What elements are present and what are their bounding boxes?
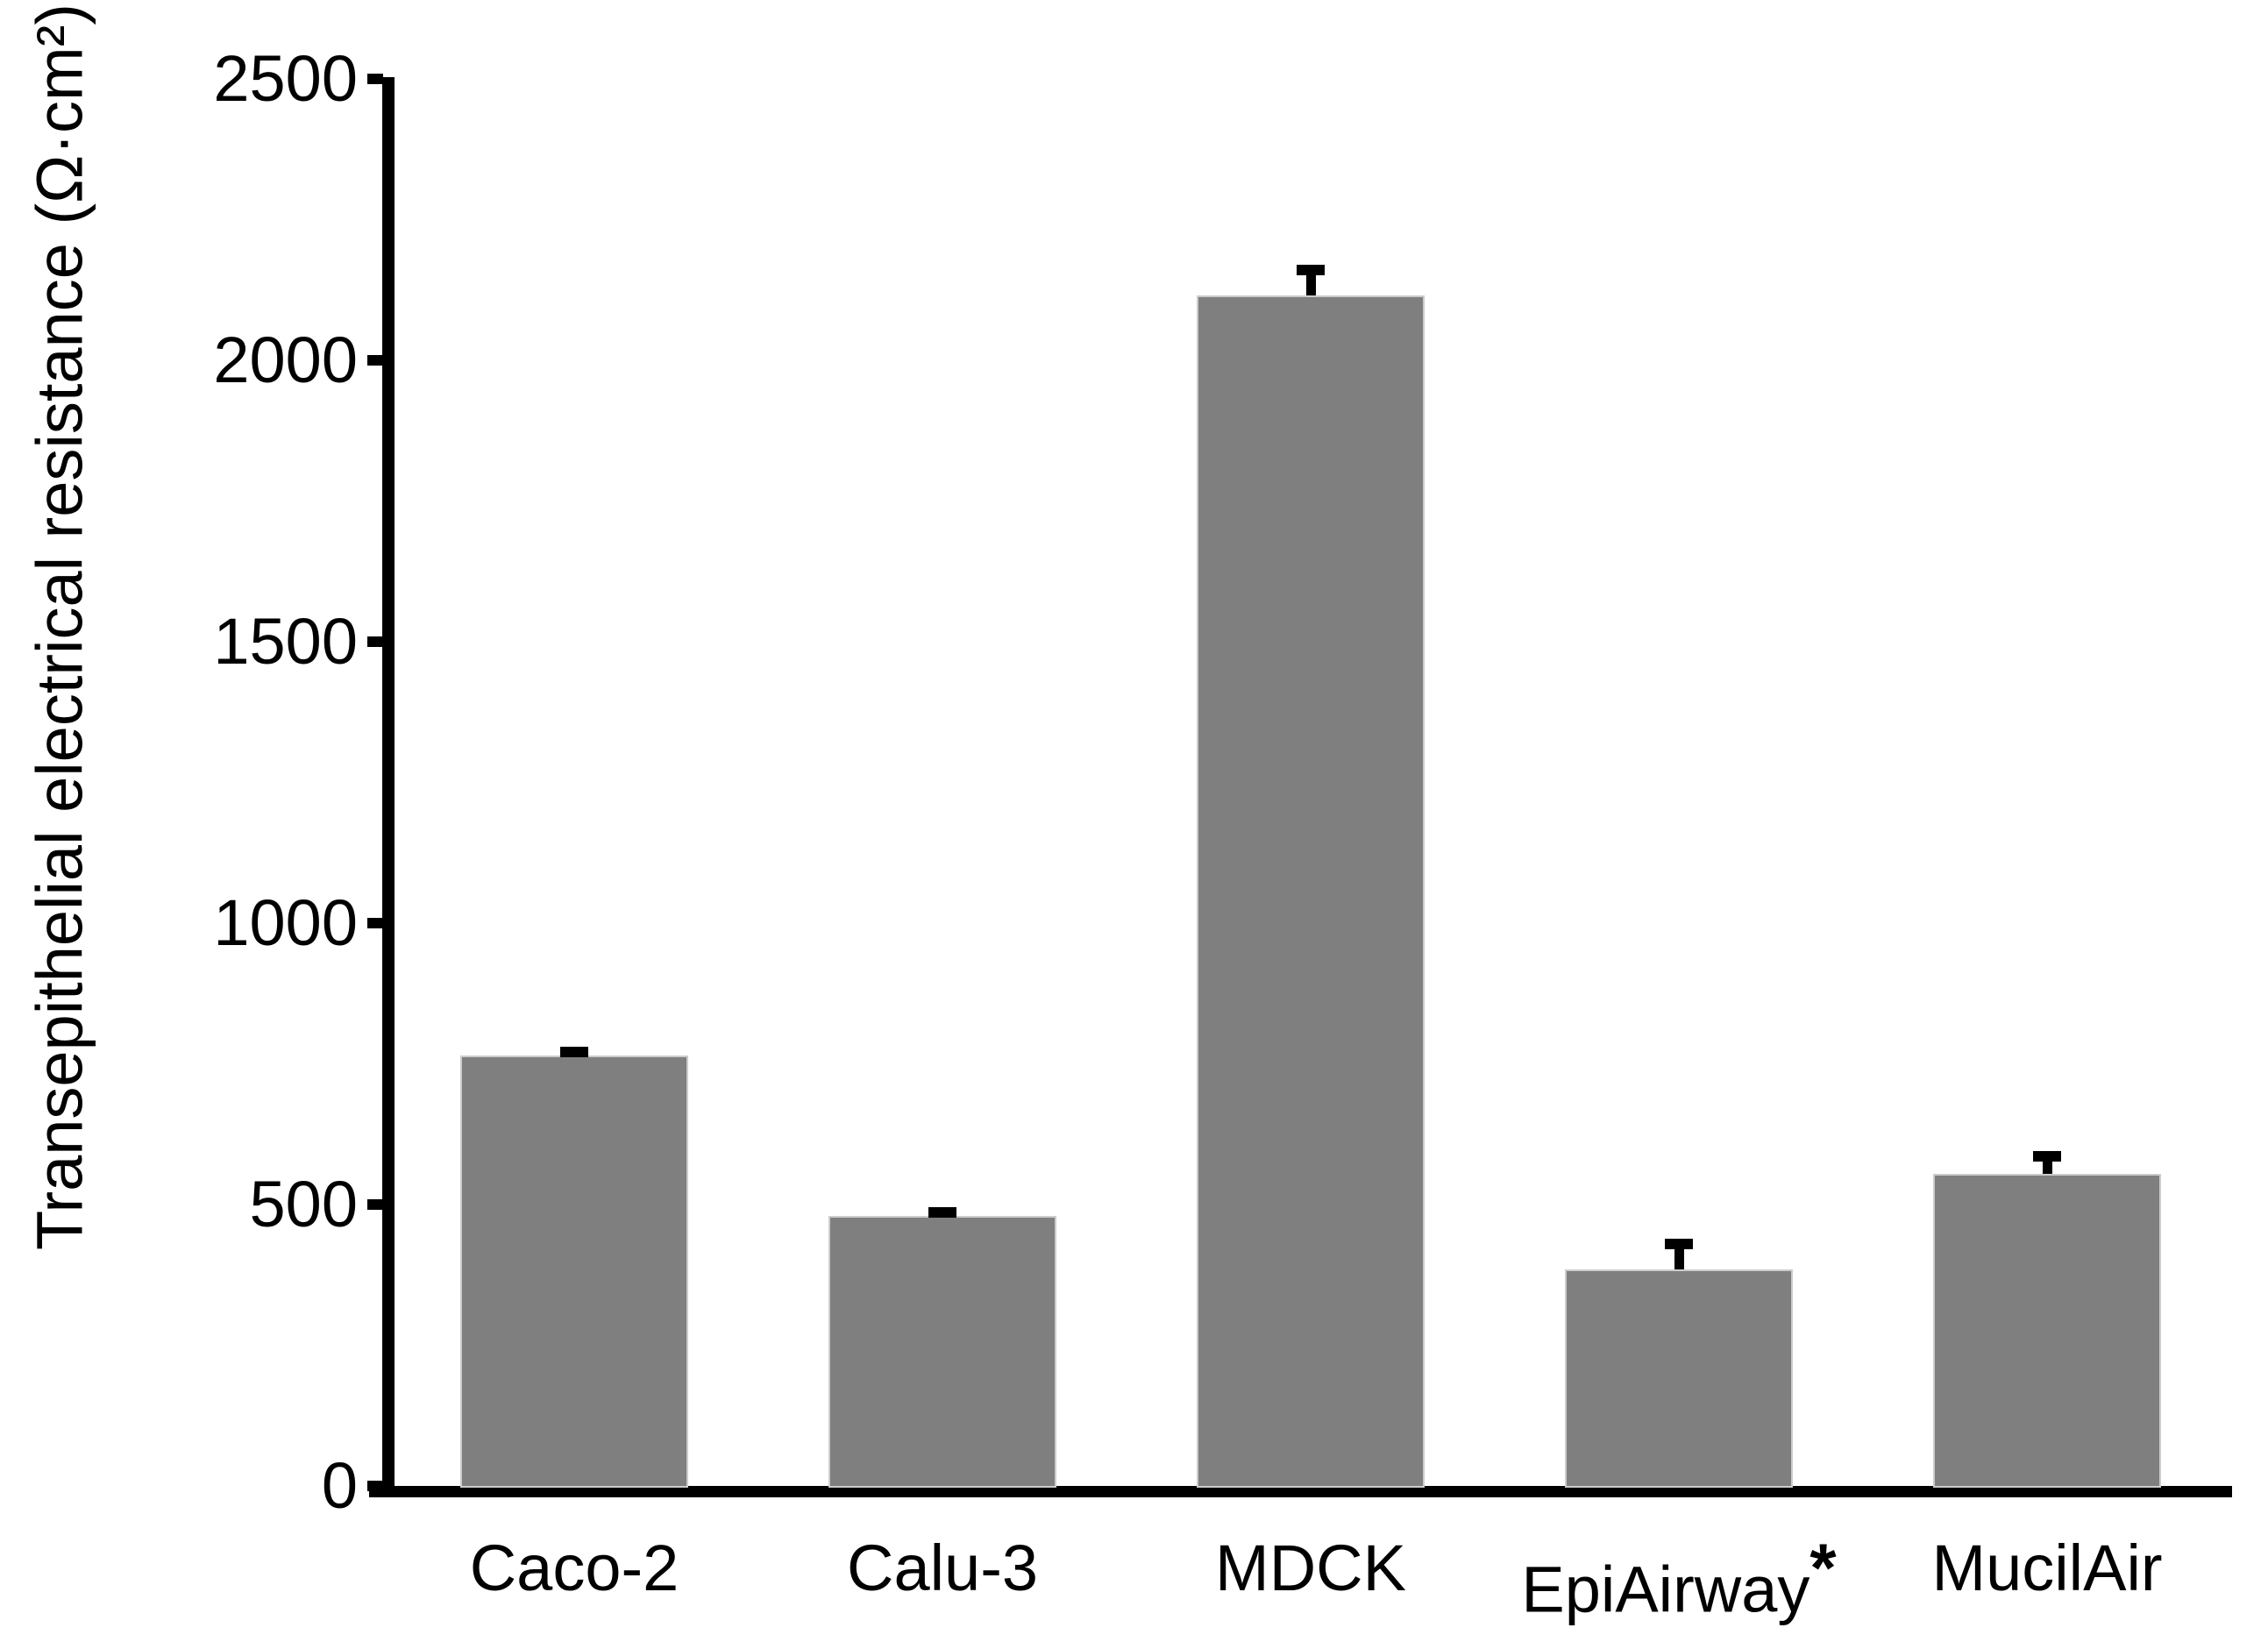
x-axis-label-epiairway: EpiAirway*	[1416, 1529, 1942, 1625]
error-bar-whisker-epiairway	[1674, 1249, 1684, 1269]
x-axis-label-text: Caco-2	[469, 1532, 679, 1604]
y-tick-label: 2500	[213, 42, 358, 115]
error-bar-whisker-mdck	[1306, 275, 1316, 295]
bar-caco-2	[460, 1056, 688, 1488]
error-bar-cap-calu-3	[928, 1207, 956, 1218]
x-axis-label-mucilair: MucilAir	[1784, 1529, 2268, 1608]
y-axis-title: Transepithelial electrical resistance (Ω…	[23, 4, 96, 1250]
error-bar-cap-mdck	[1297, 265, 1325, 275]
x-axis-label-text: Calu-3	[847, 1532, 1038, 1604]
x-axis-label-caco-2: Caco-2	[311, 1529, 837, 1608]
x-axis-label-text: EpiAirway	[1521, 1553, 1810, 1626]
bar-epiairway	[1565, 1269, 1793, 1488]
bar-mucilair	[1933, 1174, 2161, 1488]
x-axis-line	[369, 1486, 2232, 1497]
y-tick-mark	[367, 74, 383, 84]
x-axis-label-calu-3: Calu-3	[679, 1529, 1205, 1608]
y-tick-label: 500	[249, 1168, 358, 1240]
y-tick-label: 1000	[213, 886, 358, 959]
y-tick-mark	[367, 918, 383, 928]
y-tick-mark	[367, 636, 383, 647]
x-axis-label-text: MDCK	[1215, 1532, 1406, 1604]
x-axis-label-text: MucilAir	[1931, 1532, 2163, 1604]
error-bar-cap-epiairway	[1665, 1239, 1693, 1249]
y-tick-label: 1500	[213, 605, 358, 678]
error-bar-cap-mucilair	[2033, 1151, 2061, 1162]
bar-mdck	[1197, 295, 1425, 1488]
significance-asterisk: *	[1809, 1531, 1837, 1606]
y-axis-line	[382, 77, 395, 1497]
y-tick-mark	[367, 1481, 383, 1491]
y-tick-label: 2000	[213, 323, 358, 396]
bar-calu-3	[828, 1216, 1056, 1488]
error-bar-cap-caco-2	[560, 1047, 588, 1057]
y-tick-label: 0	[321, 1449, 358, 1522]
y-tick-mark	[367, 355, 383, 366]
y-tick-mark	[367, 1199, 383, 1210]
error-bar-whisker-mucilair	[2043, 1162, 2052, 1174]
x-axis-label-mdck: MDCK	[1048, 1529, 1574, 1608]
